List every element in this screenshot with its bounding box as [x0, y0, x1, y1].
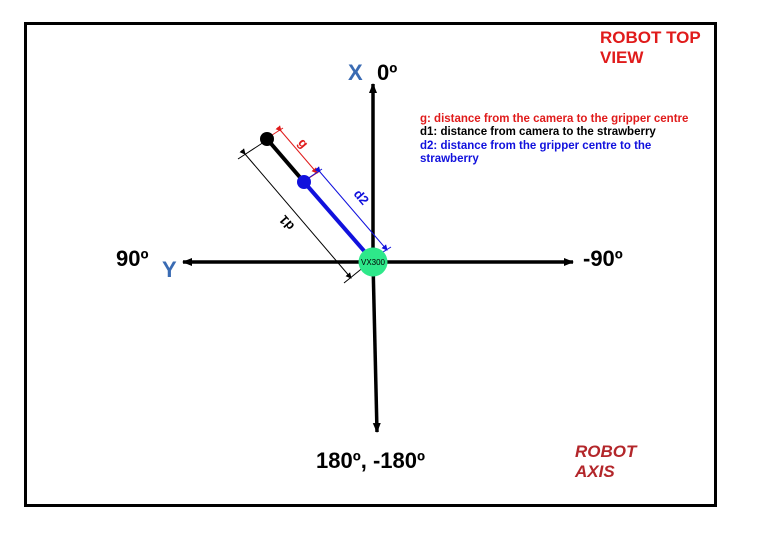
robot-axis-line2: AXIS — [575, 462, 615, 481]
d1-dimension-line — [239, 148, 352, 279]
gripper-centre-point — [297, 175, 311, 189]
robot-base-label: VX300 — [361, 258, 386, 267]
robot-axis-line1: ROBOT — [575, 442, 637, 461]
d1-label: d1 — [276, 212, 297, 233]
diagram-frame — [24, 22, 717, 507]
title-line2: VIEW — [600, 48, 644, 67]
g-dimension-line — [275, 125, 318, 174]
camera-point — [260, 132, 274, 146]
g-label: g — [295, 135, 312, 151]
axis-down-arrow — [371, 261, 381, 433]
legend-d1: d1: distance from camera to the strawber… — [420, 126, 656, 138]
top-angle-label: 0º — [377, 60, 398, 85]
y-axis-letter: Y — [162, 257, 177, 282]
d1-ext-top — [237, 141, 265, 160]
bottom-angle-label: 180º, -180º — [316, 448, 426, 473]
robot-base-circle — [358, 247, 388, 277]
x-axis-letter: X — [348, 60, 363, 85]
legend-d2-line2: strawberry — [420, 153, 479, 165]
title-line1: ROBOT TOP — [600, 28, 701, 47]
right-angle-label: -90º — [583, 246, 623, 271]
d2-label: d2 — [351, 186, 372, 207]
d2-dimension-line — [314, 166, 388, 251]
legend-g: g: distance from the camera to the gripp… — [420, 113, 689, 125]
legend-d2-line1: d2: distance from the gripper centre to … — [420, 140, 652, 152]
left-angle-label: 90º — [116, 246, 149, 271]
